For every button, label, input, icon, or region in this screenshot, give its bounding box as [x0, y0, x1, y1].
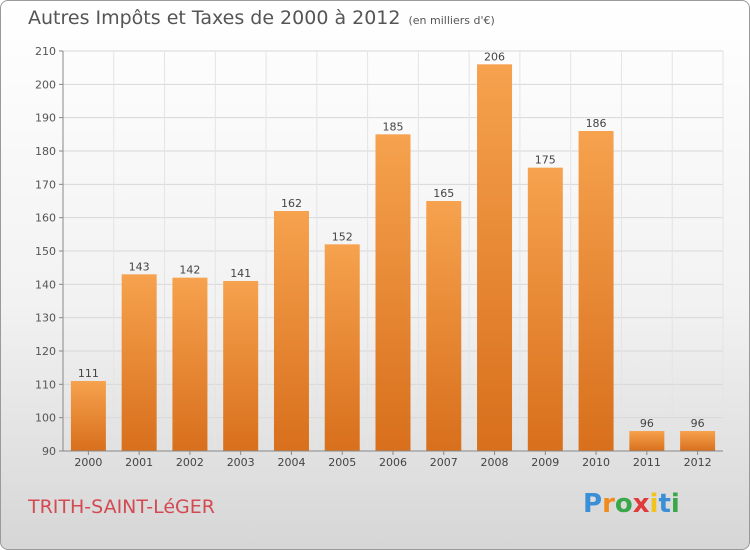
axes: 90 100 110 120 130 140 150 160 170 180 190 200 210 20… [35, 45, 723, 469]
x-tick-label: 2009 [531, 456, 559, 469]
data-label: 175 [535, 154, 556, 167]
bar-2009 [527, 167, 563, 451]
chart-subtitle: (en milliers d'€) [408, 14, 495, 27]
logo-letter: t [658, 489, 671, 519]
y-tick-label: 120 [35, 345, 56, 358]
y-tick-label: 200 [35, 78, 56, 91]
bar-2007 [426, 201, 462, 451]
logo-letter: i [649, 489, 659, 519]
bar-2008 [477, 64, 513, 452]
x-tick-label: 2011 [633, 456, 661, 469]
y-tick-label: 110 [35, 378, 56, 391]
x-tick-label: 2005 [328, 456, 356, 469]
data-label: 185 [383, 120, 404, 133]
bar-2006 [375, 134, 411, 452]
bars: 111 143 142 141 162 152 185 165 206 175 186 96 96 [70, 50, 716, 452]
bar-2003 [223, 281, 259, 451]
data-label: 142 [179, 264, 200, 277]
y-tick-label: 150 [35, 245, 56, 258]
bar-2000 [70, 381, 106, 451]
logo-letter: o [614, 489, 633, 519]
y-tick-label: 190 [35, 112, 56, 125]
x-tick-label: 2007 [430, 456, 458, 469]
data-label: 162 [281, 197, 302, 210]
x-tick-label: 2002 [176, 456, 204, 469]
logo-letter: r [602, 489, 615, 519]
y-tick-label: 140 [35, 278, 56, 291]
logo-letter: i [670, 489, 680, 519]
x-tick-label: 2006 [379, 456, 407, 469]
bar-2012 [680, 431, 716, 451]
data-label: 165 [433, 187, 454, 200]
x-tick-label: 2010 [582, 456, 610, 469]
x-tick-label: 2004 [277, 456, 305, 469]
y-tick-label: 180 [35, 145, 56, 158]
chart-title: Autres Impôts et Taxes de 2000 à 2012 [28, 7, 401, 29]
x-tick-label: 2000 [74, 456, 102, 469]
bar-2010 [578, 131, 614, 451]
bar-2004 [273, 211, 309, 451]
x-tick-label: 2008 [481, 456, 509, 469]
bar-2001 [121, 274, 157, 451]
data-label: 186 [586, 117, 607, 130]
y-tick-label: 210 [35, 45, 56, 58]
y-tick-label: 160 [35, 212, 56, 225]
bar-2011 [629, 431, 665, 451]
bar-2005 [324, 244, 360, 451]
data-label: 143 [129, 260, 150, 273]
x-tick-label: 2003 [227, 456, 255, 469]
x-tick-label: 2001 [125, 456, 153, 469]
data-label: 96 [691, 417, 705, 430]
logo-letter: P [583, 489, 603, 519]
proxiti-logo: Proxiti [583, 489, 680, 519]
data-label: 152 [332, 230, 353, 243]
place-name: TRITH-SAINT-LéGER [28, 496, 215, 518]
y-tick-label: 170 [35, 178, 56, 191]
data-label: 206 [484, 50, 505, 63]
bar-2002 [172, 277, 208, 451]
data-label: 141 [230, 267, 251, 280]
logo-letter: x [632, 489, 650, 519]
x-tick-label: 2012 [684, 456, 712, 469]
y-tick-label: 130 [35, 312, 56, 325]
data-label: 111 [78, 367, 99, 380]
y-tick-label: 100 [35, 412, 56, 425]
title-row: Autres Impôts et Taxes de 2000 à 2012 (en… [28, 7, 495, 29]
y-tick-label: 90 [42, 445, 56, 458]
data-label: 96 [640, 417, 654, 430]
